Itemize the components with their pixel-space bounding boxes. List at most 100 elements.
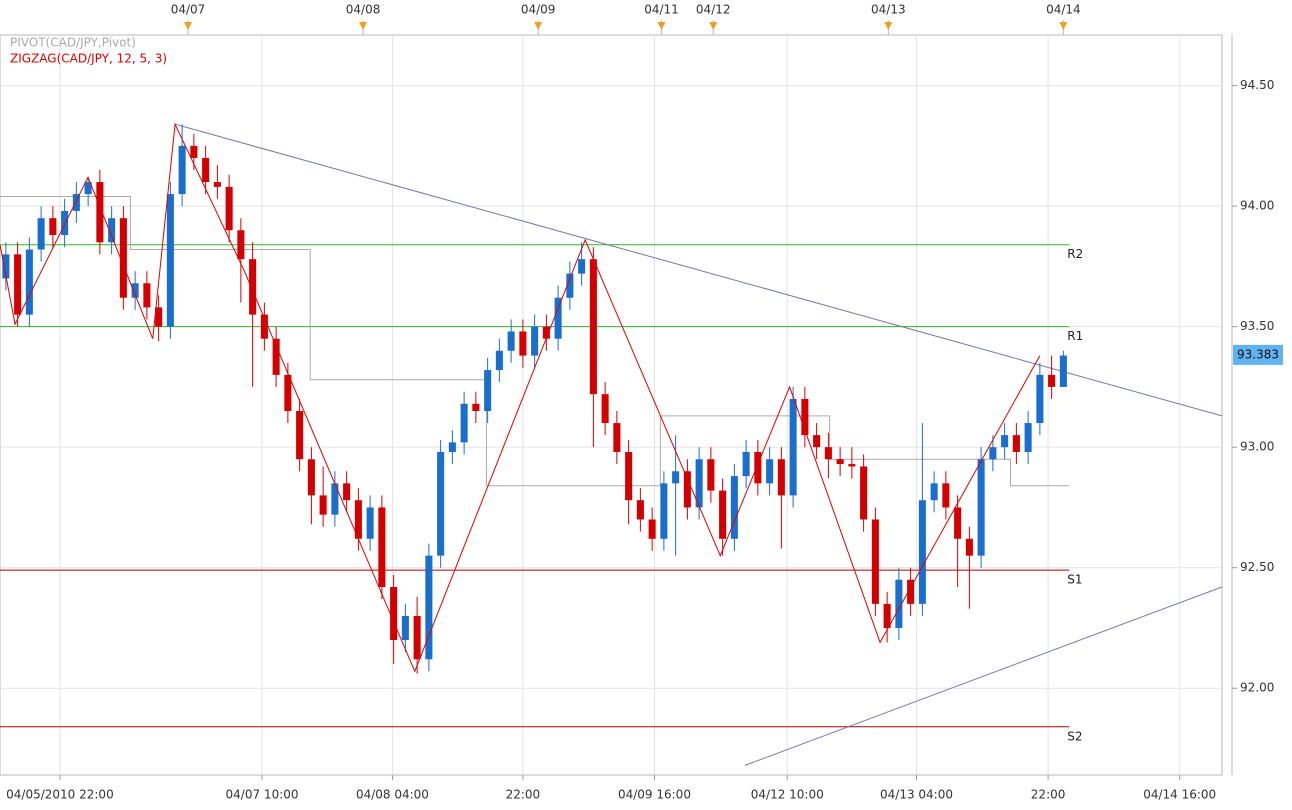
candle-body <box>155 307 163 327</box>
session-marker <box>184 22 192 30</box>
candle-body <box>284 374 292 412</box>
legend-entry: PIVOT(CAD/JPY,Pivot) <box>10 36 136 50</box>
candle-body <box>801 398 809 436</box>
candle-body <box>143 283 151 308</box>
candle-body <box>202 157 210 183</box>
candle-body <box>930 483 938 501</box>
candle-body <box>636 500 644 520</box>
candle-body <box>401 615 409 641</box>
candle-body <box>178 145 186 195</box>
legend-entry: ZIGZAG(CAD/JPY, 12, 5, 3) <box>10 52 167 66</box>
candle-body <box>460 403 468 443</box>
candle-body <box>448 442 456 453</box>
candle-body <box>954 507 962 539</box>
candle-body <box>531 326 539 356</box>
candle-body <box>660 483 668 539</box>
candle-body <box>96 182 104 243</box>
candle-body <box>61 210 69 236</box>
candle-body <box>860 466 868 520</box>
candle-body <box>613 423 621 453</box>
candle-body <box>190 145 198 158</box>
candle-body <box>907 579 915 604</box>
zigzag-line <box>0 122 1041 673</box>
candle-body <box>683 471 691 508</box>
candle-body <box>707 459 715 491</box>
candle-body <box>343 483 351 501</box>
session-label: 04/12 <box>696 3 731 17</box>
session-marker <box>709 22 718 30</box>
candle-body <box>49 218 57 236</box>
candle-body <box>777 459 785 496</box>
candle-body <box>249 259 257 315</box>
session-marker <box>359 22 368 30</box>
x-tick-label: 04/13 04:00 <box>880 788 953 802</box>
candle-body <box>25 249 33 315</box>
plot-frame <box>0 34 1223 776</box>
candle-body <box>871 519 879 604</box>
candle-body <box>519 331 527 356</box>
candle-body <box>213 182 221 187</box>
candle-body <box>484 370 492 412</box>
candle-body <box>390 586 398 641</box>
candle-body <box>354 500 362 539</box>
session-label: 04/11 <box>644 3 679 17</box>
candle-body <box>378 507 386 587</box>
candle-body <box>119 218 127 298</box>
session-marker <box>534 22 543 30</box>
session-marker <box>657 22 666 30</box>
session-label: 04/14 <box>1046 3 1081 17</box>
x-tick-label: 22:00 <box>506 788 541 802</box>
candle-body <box>84 182 92 195</box>
candle-body <box>366 507 374 539</box>
y-tick-label: 92.00 <box>1240 681 1274 695</box>
x-tick-label: 04/14 16:00 <box>1143 788 1216 802</box>
candle-body <box>848 464 856 467</box>
candle-body <box>2 254 10 279</box>
candle-body <box>272 338 280 375</box>
candle-body <box>319 495 327 515</box>
x-tick-label: 04/05/2010 22:00 <box>6 788 114 802</box>
session-marker <box>1059 22 1068 30</box>
x-tick-label: 22:00 <box>1031 788 1066 802</box>
candle-body <box>225 186 233 231</box>
candle-body <box>824 447 832 460</box>
session-label: 04/09 <box>521 3 556 17</box>
y-tick-label: 93.50 <box>1240 319 1274 333</box>
candle-body <box>836 459 844 465</box>
x-tick-label: 04/09 16:00 <box>618 788 691 802</box>
candle-body <box>977 459 985 556</box>
candle-body <box>437 452 445 556</box>
candle-body <box>895 579 903 628</box>
candle-body <box>672 471 680 484</box>
y-tick-label: 92.50 <box>1240 560 1274 574</box>
candle-body <box>307 459 315 496</box>
session-label: 04/13 <box>871 3 906 17</box>
candle-body <box>625 452 633 501</box>
candle-body <box>495 350 503 371</box>
candle-body <box>918 500 926 604</box>
y-tick-label: 94.50 <box>1240 78 1274 92</box>
candle-body <box>965 538 973 556</box>
candle-body <box>1059 355 1067 387</box>
level-label: R2 <box>1067 247 1083 261</box>
candle-body <box>578 259 586 274</box>
candle-body <box>1024 423 1032 453</box>
candle-body <box>166 194 174 327</box>
candle-body <box>507 331 515 351</box>
candle-body <box>1048 374 1056 387</box>
candle-body <box>237 230 245 260</box>
level-label: R1 <box>1067 329 1083 343</box>
session-label: 04/08 <box>346 3 381 17</box>
candle-body <box>296 411 304 460</box>
candle-body <box>730 476 738 539</box>
candle-body <box>695 459 703 508</box>
candle-body <box>425 555 433 660</box>
session-label: 04/07 <box>171 3 206 17</box>
candle-body <box>813 435 821 448</box>
candle-body <box>1036 374 1044 424</box>
candle-body <box>1012 435 1020 453</box>
price-tag-label: 93.383 <box>1237 347 1279 361</box>
candle-body <box>719 490 727 539</box>
